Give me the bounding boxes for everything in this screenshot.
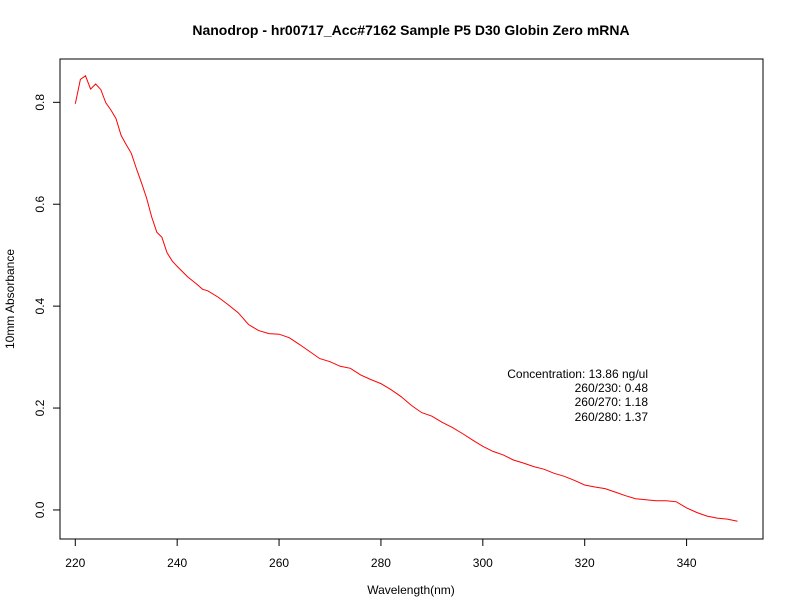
chart-title: Nanodrop - hr00717_Acc#7162 Sample P5 D3… xyxy=(192,22,629,38)
x-tick-label: 320 xyxy=(575,556,595,570)
x-axis-label: Wavelength(nm) xyxy=(367,583,455,597)
y-tick-label: 0.0 xyxy=(33,501,47,518)
y-tick-label: 0.8 xyxy=(33,94,47,111)
y-axis-label: 10mm Absorbance xyxy=(3,249,17,349)
y-tick-label: 0.6 xyxy=(33,196,47,213)
x-tick-label: 280 xyxy=(371,556,391,570)
annotation-ratio-260-280: 260/280: 1.37 xyxy=(575,410,649,424)
plot-frame xyxy=(59,58,764,540)
x-tick-label: 220 xyxy=(65,556,85,570)
annotation-ratio-260-270: 260/270: 1.18 xyxy=(575,395,649,409)
annotation-block: Concentration: 13.86 ng/ul 260/230: 0.48… xyxy=(507,367,648,424)
x-axis: 220 240 260 280 300 320 340 xyxy=(65,538,697,570)
y-tick-label: 0.4 xyxy=(33,297,47,314)
x-tick-label: 240 xyxy=(167,556,187,570)
annotation-ratio-260-230: 260/230: 0.48 xyxy=(575,381,649,395)
absorbance-series-line xyxy=(74,75,738,522)
y-axis: 0.0 0.2 0.4 0.6 0.8 xyxy=(33,94,61,518)
x-tick-label: 260 xyxy=(269,556,289,570)
annotation-concentration: Concentration: 13.86 ng/ul xyxy=(507,367,648,381)
y-tick-label: 0.2 xyxy=(33,399,47,416)
x-tick-label: 340 xyxy=(677,556,697,570)
x-tick-label: 300 xyxy=(473,556,493,570)
